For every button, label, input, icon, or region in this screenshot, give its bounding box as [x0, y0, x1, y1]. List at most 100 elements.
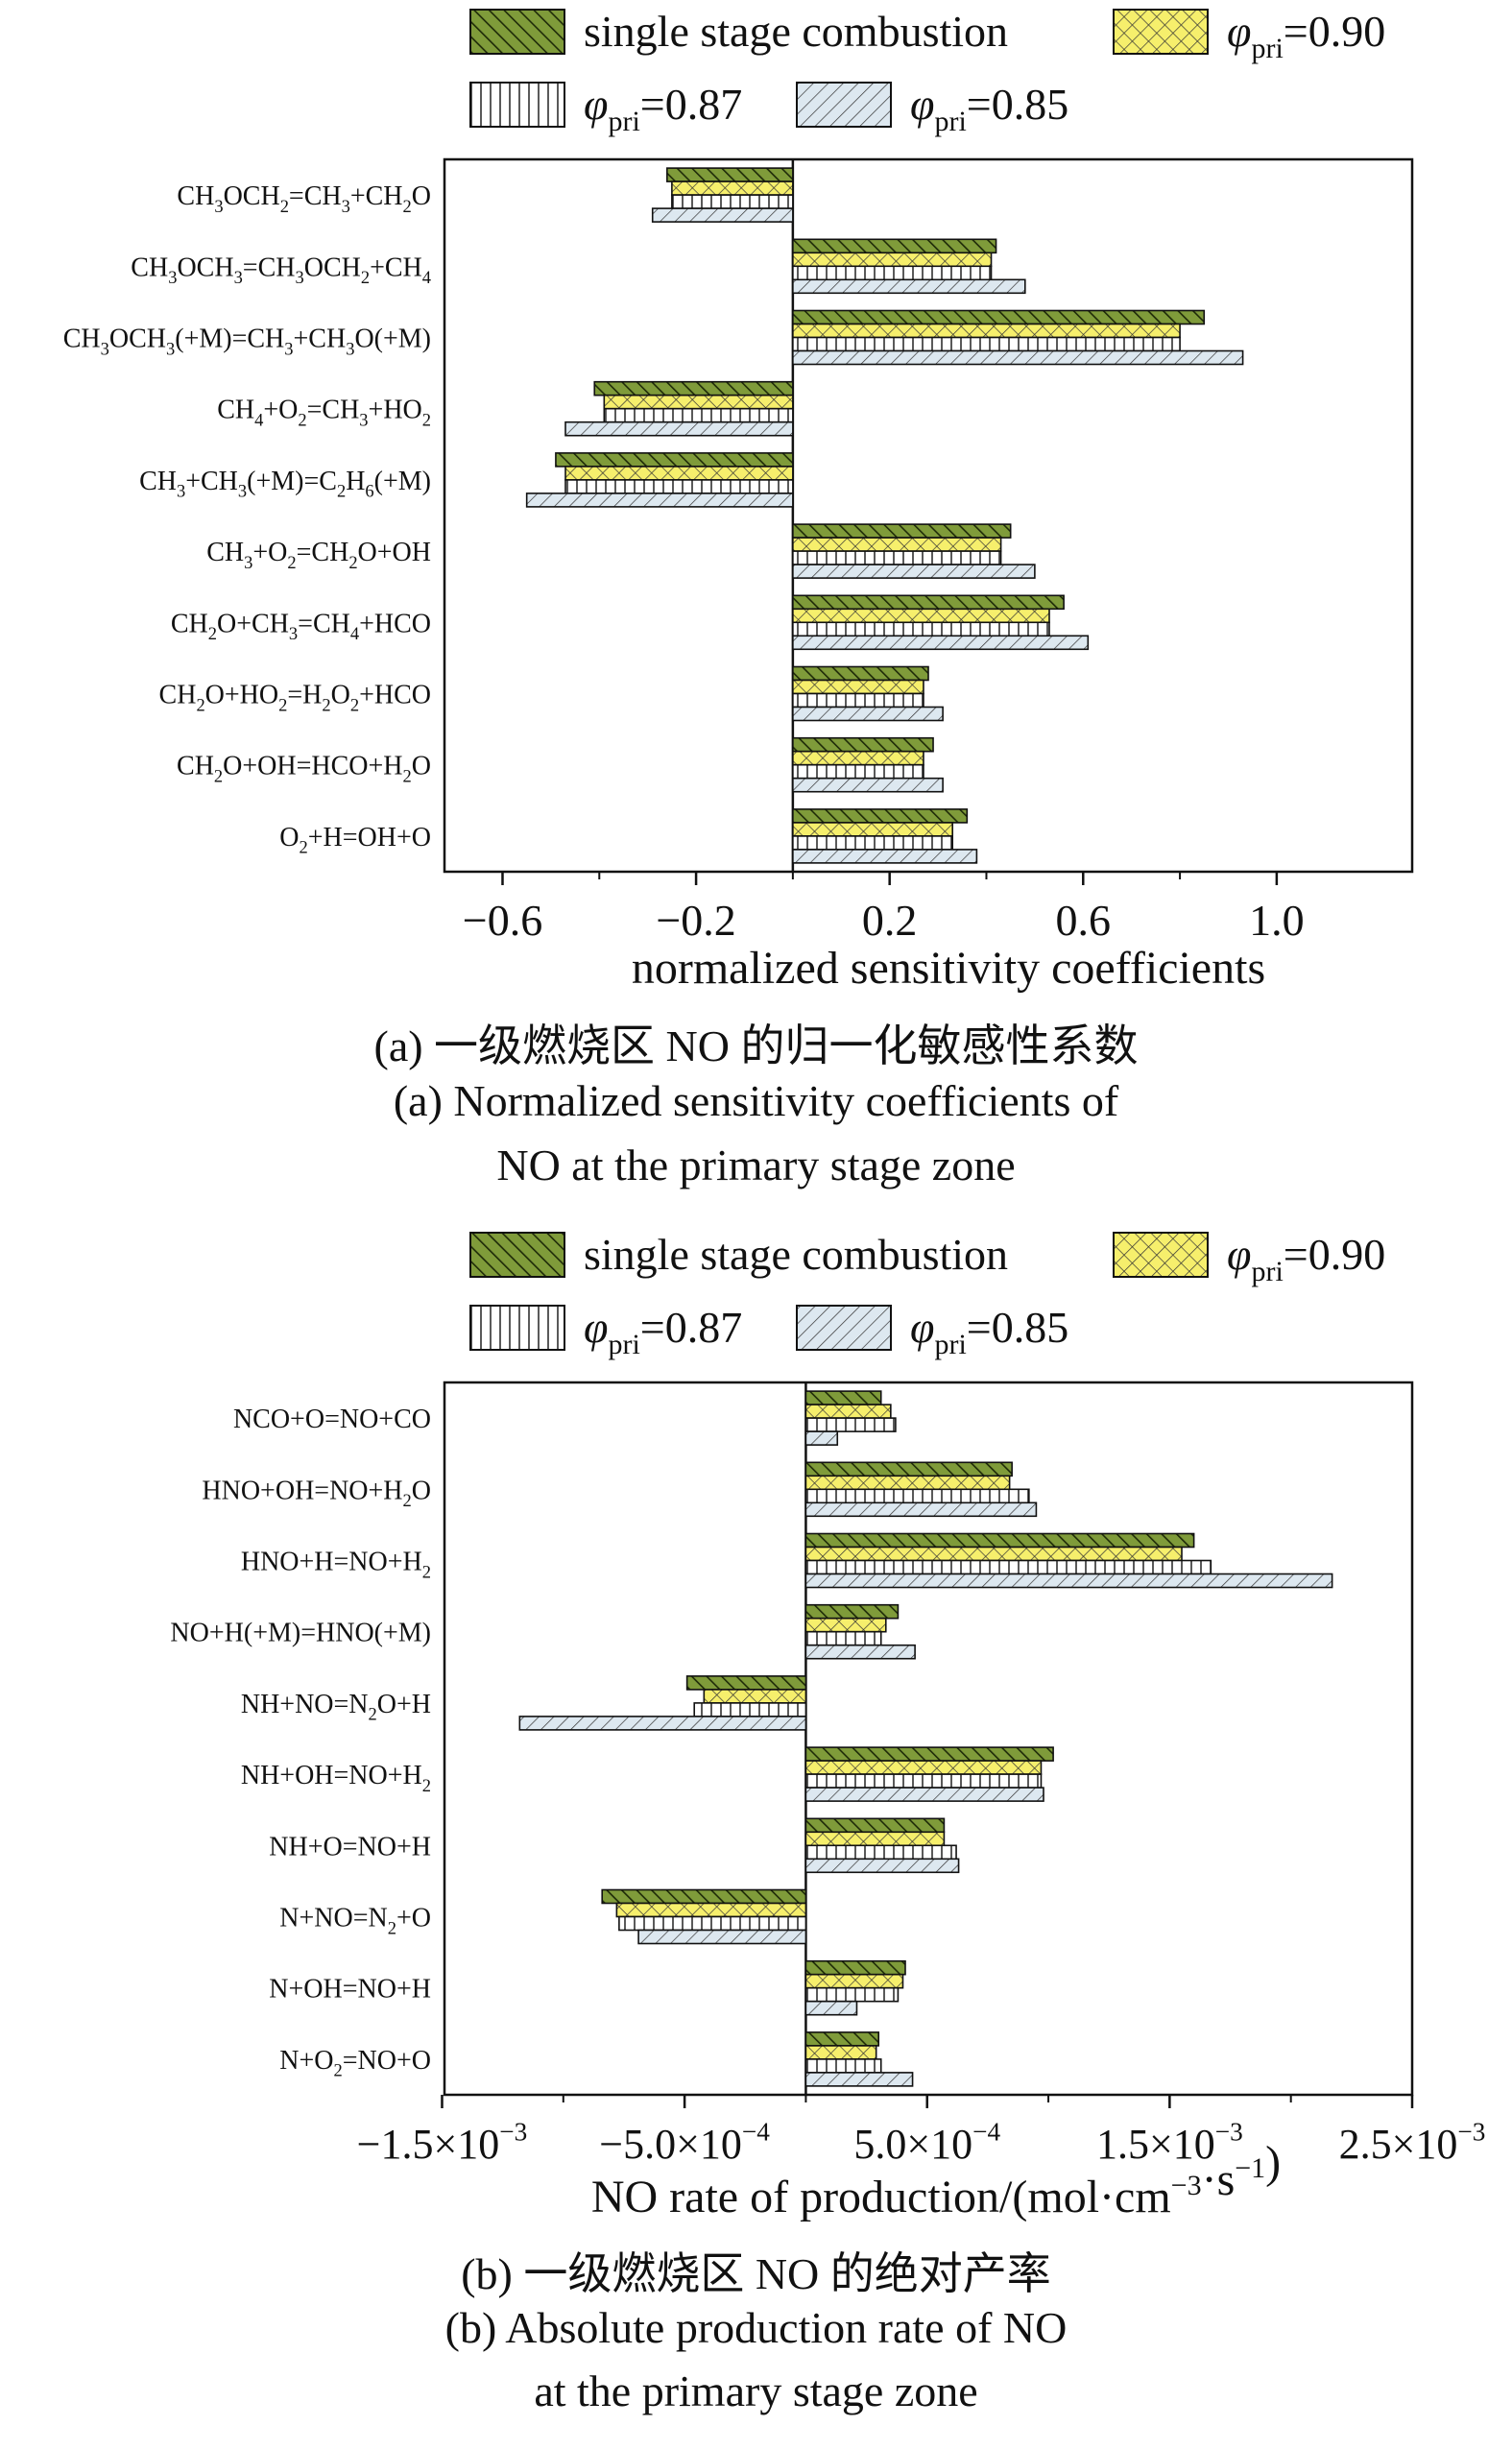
chart-a-category-label-0: CH3OCH2=CH3+CH2O — [177, 181, 431, 216]
chart-a-xlabel: normalized sensitivity coefficients — [632, 943, 1265, 994]
chart-b-bar-s2-0 — [804, 1404, 892, 1419]
chart-a-xtick-label-4: 1.0 — [1249, 896, 1305, 945]
chart-a-bar-s2-7 — [792, 679, 924, 695]
legend-bottom: single stage combustion φpri=0.90 φpri=0.8… — [469, 1230, 1385, 1360]
chart-b-bar-s4-1 — [804, 1501, 1038, 1518]
chart-a-bar-s2-5 — [792, 537, 1002, 552]
chart-b-bar-s1-5 — [804, 1746, 1054, 1762]
chart-a-bar-s2-1 — [792, 252, 993, 268]
chart-b-category-label-4: NH+NO=N2O+H — [241, 1690, 431, 1724]
legend-swatch-3 — [469, 82, 565, 128]
chart-a-bar-s1-5 — [792, 523, 1012, 539]
chart-b-frame — [443, 1381, 1414, 2097]
chart-a-bar-s3-0 — [671, 194, 794, 209]
legend-top: single stage combustion φpri=0.90 φpri=0.8… — [469, 7, 1385, 137]
chart-a-bar-s4-4 — [525, 492, 794, 508]
chart-b-category-label-8: N+OH=NO+H — [269, 1975, 431, 2005]
chart-a-category-label-1: CH3OCH3=CH3OCH2+CH4 — [131, 252, 431, 287]
chart-a-bar-s4-2 — [792, 349, 1244, 366]
chart-a-bar-s2-8 — [792, 750, 924, 766]
chart-b-category-label-1: HNO+OH=NO+H2O — [202, 1476, 431, 1510]
chart-b-xtick-label-4: 2.5×10−3 — [1339, 2118, 1486, 2168]
chart-b-bar-s1-8 — [804, 1959, 906, 1976]
legend-label-3: φpri=0.87 — [584, 80, 742, 137]
chart-b-xtick-label-0: −1.5×10−3 — [357, 2118, 528, 2168]
chart-b-bar-s4-5 — [804, 1787, 1044, 1802]
chart-a-category-label-3: CH4+O2=CH3+HO2 — [217, 396, 431, 430]
chart-a-bar-s2-6 — [792, 608, 1050, 624]
chart-a-bar-s4-3 — [564, 420, 794, 437]
legend-swatch-2 — [1113, 9, 1209, 55]
chart-a-category-label-2: CH3OCH3(+M)=CH3+CH3O(+M) — [63, 324, 431, 359]
chart-b-bar-s2-5 — [804, 1760, 1043, 1775]
chart-b-xlabel: NO rate of production/(mol·cm−3·s−1) — [591, 2137, 1281, 2222]
chart-b-bar-s4-7 — [637, 1929, 807, 1945]
chart-b-bar-s1-9 — [804, 2031, 880, 2047]
chart-b-bar-s2-1 — [804, 1475, 1011, 1491]
chart-a-xtick-label-3: 0.6 — [1056, 896, 1112, 945]
chart-b-xtick-label-2: 5.0×10−4 — [853, 2118, 1000, 2168]
chart-b-bar-s1-1 — [804, 1461, 1013, 1477]
chart-b-category-label-9: N+O2=NO+O — [279, 2046, 431, 2080]
chart-a-category-label-4: CH3+CH3(+M)=C2H6(+M) — [139, 467, 431, 501]
chart-b-bar-s3-9 — [804, 2058, 882, 2074]
chart-a-caption-en-2: NO at the primary stage zone — [496, 1141, 1016, 1189]
chart-a-bar-s1-4 — [555, 452, 794, 468]
chart-a-bar-s2-9 — [792, 822, 954, 837]
chart-a-category-label-6: CH2O+CH3=CH4+HCO — [171, 609, 431, 643]
chart-a-bar-s2-4 — [564, 466, 794, 481]
chart-a-bar-s1-1 — [792, 238, 997, 254]
chart-a-category-label-8: CH2O+OH=HCO+H2O — [177, 752, 431, 786]
chart-b-bar-s2-4 — [703, 1689, 807, 1704]
chart-a-bar-s1-8 — [792, 736, 934, 753]
chart-b-bar-s4-2 — [804, 1573, 1333, 1589]
chart-a-bar-s1-0 — [666, 167, 794, 182]
chart-a-bar-s3-2 — [792, 336, 1181, 352]
chart-b-bar-s3-8 — [804, 1986, 900, 2003]
chart-a-bar-s4-6 — [792, 635, 1090, 651]
chart-a-bar-s4-7 — [792, 706, 944, 722]
chart-a-caption-en-1: (a) Normalized sensitivity coefficients … — [393, 1076, 1119, 1125]
chart-b-bar-s1-3 — [804, 1603, 900, 1620]
chart-b-bar-s3-2 — [804, 1559, 1212, 1575]
chart-b-bar-s2-6 — [804, 1831, 946, 1847]
legend-label-1: single stage combustion — [584, 7, 1008, 56]
legend-label-2: φpri=0.90 — [1227, 7, 1385, 64]
chart-b-bar-s3-4 — [693, 1702, 807, 1717]
chart-a-plot: −0.6 −0.2 0.2 0.6 1.0 CH3OCH2=CH3+CH2O CH3OCH3… — [63, 157, 1414, 945]
legend-swatch-2 — [1113, 1232, 1209, 1278]
chart-b-bar-s4-3 — [804, 1644, 916, 1660]
chart-b-bar-s2-2 — [804, 1546, 1183, 1562]
chart-b-category-label-5: NH+OH=NO+H2 — [241, 1761, 431, 1795]
chart-b-bar-s1-4 — [685, 1675, 807, 1691]
chart-b-bar-s4-4 — [518, 1716, 807, 1731]
chart-b-bar-s3-5 — [804, 1773, 1043, 1789]
chart-a-bar-s1-3 — [593, 380, 794, 396]
chart-b-category-label-3: NO+H(+M)=HNO(+M) — [170, 1619, 431, 1648]
chart-b-caption-cn: (b) 一级燃烧区 NO 的绝对产率 — [461, 2249, 1051, 2298]
chart-a-bar-s3-5 — [792, 550, 1002, 565]
chart-b-xtick-label-3: 1.5×10−3 — [1096, 2118, 1243, 2168]
chart-a-bar-s4-1 — [792, 278, 1026, 295]
legend-label-3: φpri=0.87 — [584, 1303, 742, 1360]
chart-a-bar-s4-9 — [792, 849, 978, 864]
chart-b-category-label-7: N+NO=N2+O — [279, 1904, 431, 1938]
chart-b-bar-s3-7 — [618, 1915, 807, 1932]
chart-a-caption-cn: (a) 一级燃烧区 NO 的归一化敏感性系数 — [373, 1021, 1139, 1070]
chart-b-bar-s3-0 — [804, 1417, 897, 1432]
legend-label-1: single stage combustion — [584, 1230, 1008, 1279]
chart-b-bar-s3-3 — [804, 1630, 882, 1646]
chart-a-xtick-label-1: −0.2 — [656, 896, 735, 945]
chart-a-bar-s3-6 — [792, 621, 1050, 637]
chart-a-frame — [443, 157, 1414, 874]
chart-a-bar-s3-1 — [792, 265, 993, 281]
chart-b-category-label-2: HNO+H=NO+H2 — [241, 1548, 431, 1582]
chart-b-category-label-6: NH+O=NO+H — [269, 1832, 431, 1862]
chart-a-bar-s3-9 — [792, 835, 954, 851]
chart-b-bar-s1-0 — [804, 1390, 882, 1405]
legend-swatch-3 — [469, 1305, 565, 1351]
chart-b-xtick-label-1: −5.0×10−4 — [599, 2118, 770, 2168]
chart-a-bar-s3-4 — [564, 479, 794, 494]
chart-a-bar-s4-8 — [792, 777, 944, 793]
